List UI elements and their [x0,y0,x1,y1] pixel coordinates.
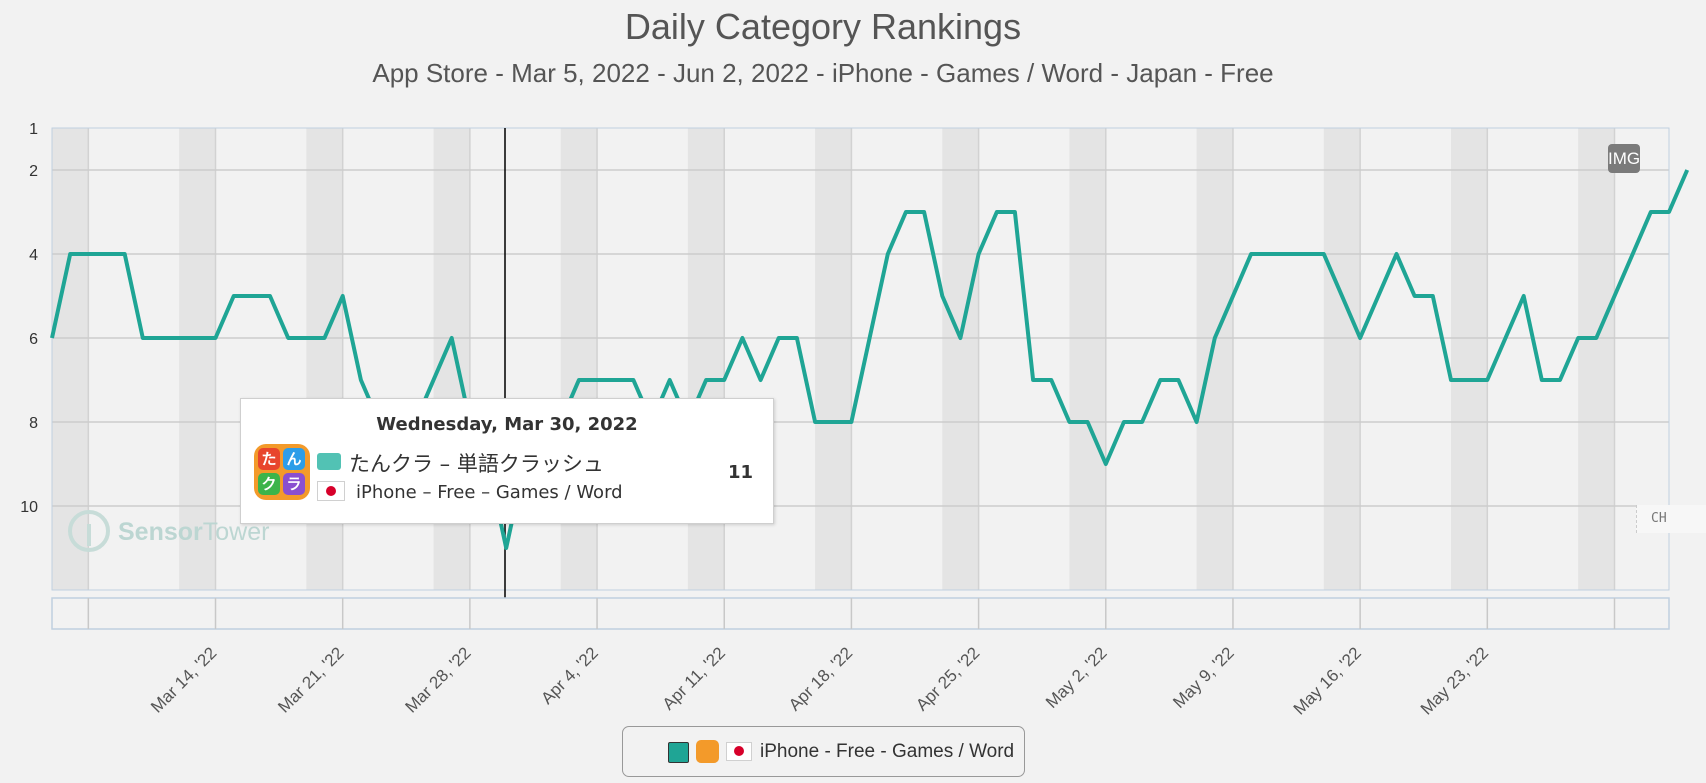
tooltip-series-swatch [317,453,341,470]
x-axis-ticks: Mar 14, '22 Mar 21, '22 Mar 28, '22 Apr 4, … [147,643,1492,718]
x-tick-label: Apr 25, '22 [912,643,983,714]
weekend-band [1450,128,1488,590]
weekend-band [942,128,979,590]
y-tick-label: 6 [29,331,38,348]
watermark-text: SensorTower [118,518,269,547]
x-tick-label: May 9, '22 [1169,643,1238,712]
chart-title: Daily Category Rankings [625,6,1021,47]
weekend-band [179,128,216,590]
y-axis-ticks: 1 2 4 6 8 10 [20,121,38,516]
tooltip: Wednesday, Mar 30, 2022 た ん ク ラ たんクラ – 単… [240,398,774,524]
x-tick-label: Apr 4, '22 [537,643,602,708]
sensortower-watermark: SensorTower [68,510,269,558]
app-icon-char: ん [283,448,305,470]
navigator-frame[interactable] [51,597,1670,630]
japan-flag-icon [317,481,345,501]
img-export-button[interactable]: IMG [1608,144,1640,173]
legend-japan-flag-icon [726,742,752,761]
chart-subtitle: App Store - Mar 5, 2022 - Jun 2, 2022 - … [372,58,1273,88]
legend-swatch[interactable] [668,742,689,763]
x-tick-label: Mar 28, '22 [402,643,475,716]
series-line-iphone-free-games-word[interactable] [50,169,1690,550]
legend[interactable]: iPhone - Free - Games / Word [622,726,1025,777]
watermark-brand-a: Sensor [118,518,203,546]
plot-frame [51,127,1670,591]
tooltip-value: 11 [727,462,753,483]
weekend-band [1578,128,1615,590]
weekend-band [1196,128,1233,590]
x-tick-label: Mar 14, '22 [147,643,220,716]
y-tick-label: 10 [20,499,38,516]
y-tick-label: 8 [29,415,38,432]
sensortower-logo-icon [68,510,110,552]
weekend-band [1323,128,1361,590]
weekend-band [1069,128,1106,590]
x-tick-label: May 16, '22 [1290,643,1365,718]
y-tick-label: 4 [29,247,38,264]
app-icon-char: ク [258,473,280,495]
tooltip-date: Wednesday, Mar 30, 2022 [376,414,638,435]
tooltip-app-name: たんクラ – 単語クラッシュ [349,452,604,476]
app-icon-char: た [258,448,280,470]
x-tick-label: May 2, '22 [1042,643,1111,712]
legend-app-icon [696,740,719,763]
y-tick-label: 2 [29,163,38,180]
navigator-bar[interactable] [51,597,1670,630]
y-tick-label: 1 [29,121,38,138]
weekend-band [815,128,852,590]
legend-label[interactable]: iPhone - Free - Games / Word [760,741,1015,762]
side-control[interactable]: CH [1636,505,1706,533]
x-tick-label: Apr 11, '22 [659,643,729,713]
tooltip-series-label: iPhone – Free – Games / Word [356,482,623,503]
app-icon-char: ラ [283,473,305,495]
x-tick-label: May 23, '22 [1417,643,1492,718]
x-tick-label: Apr 18, '22 [785,643,856,714]
x-tick-label: Mar 21, '22 [274,643,347,716]
app-icon: た ん ク ラ [254,444,310,500]
